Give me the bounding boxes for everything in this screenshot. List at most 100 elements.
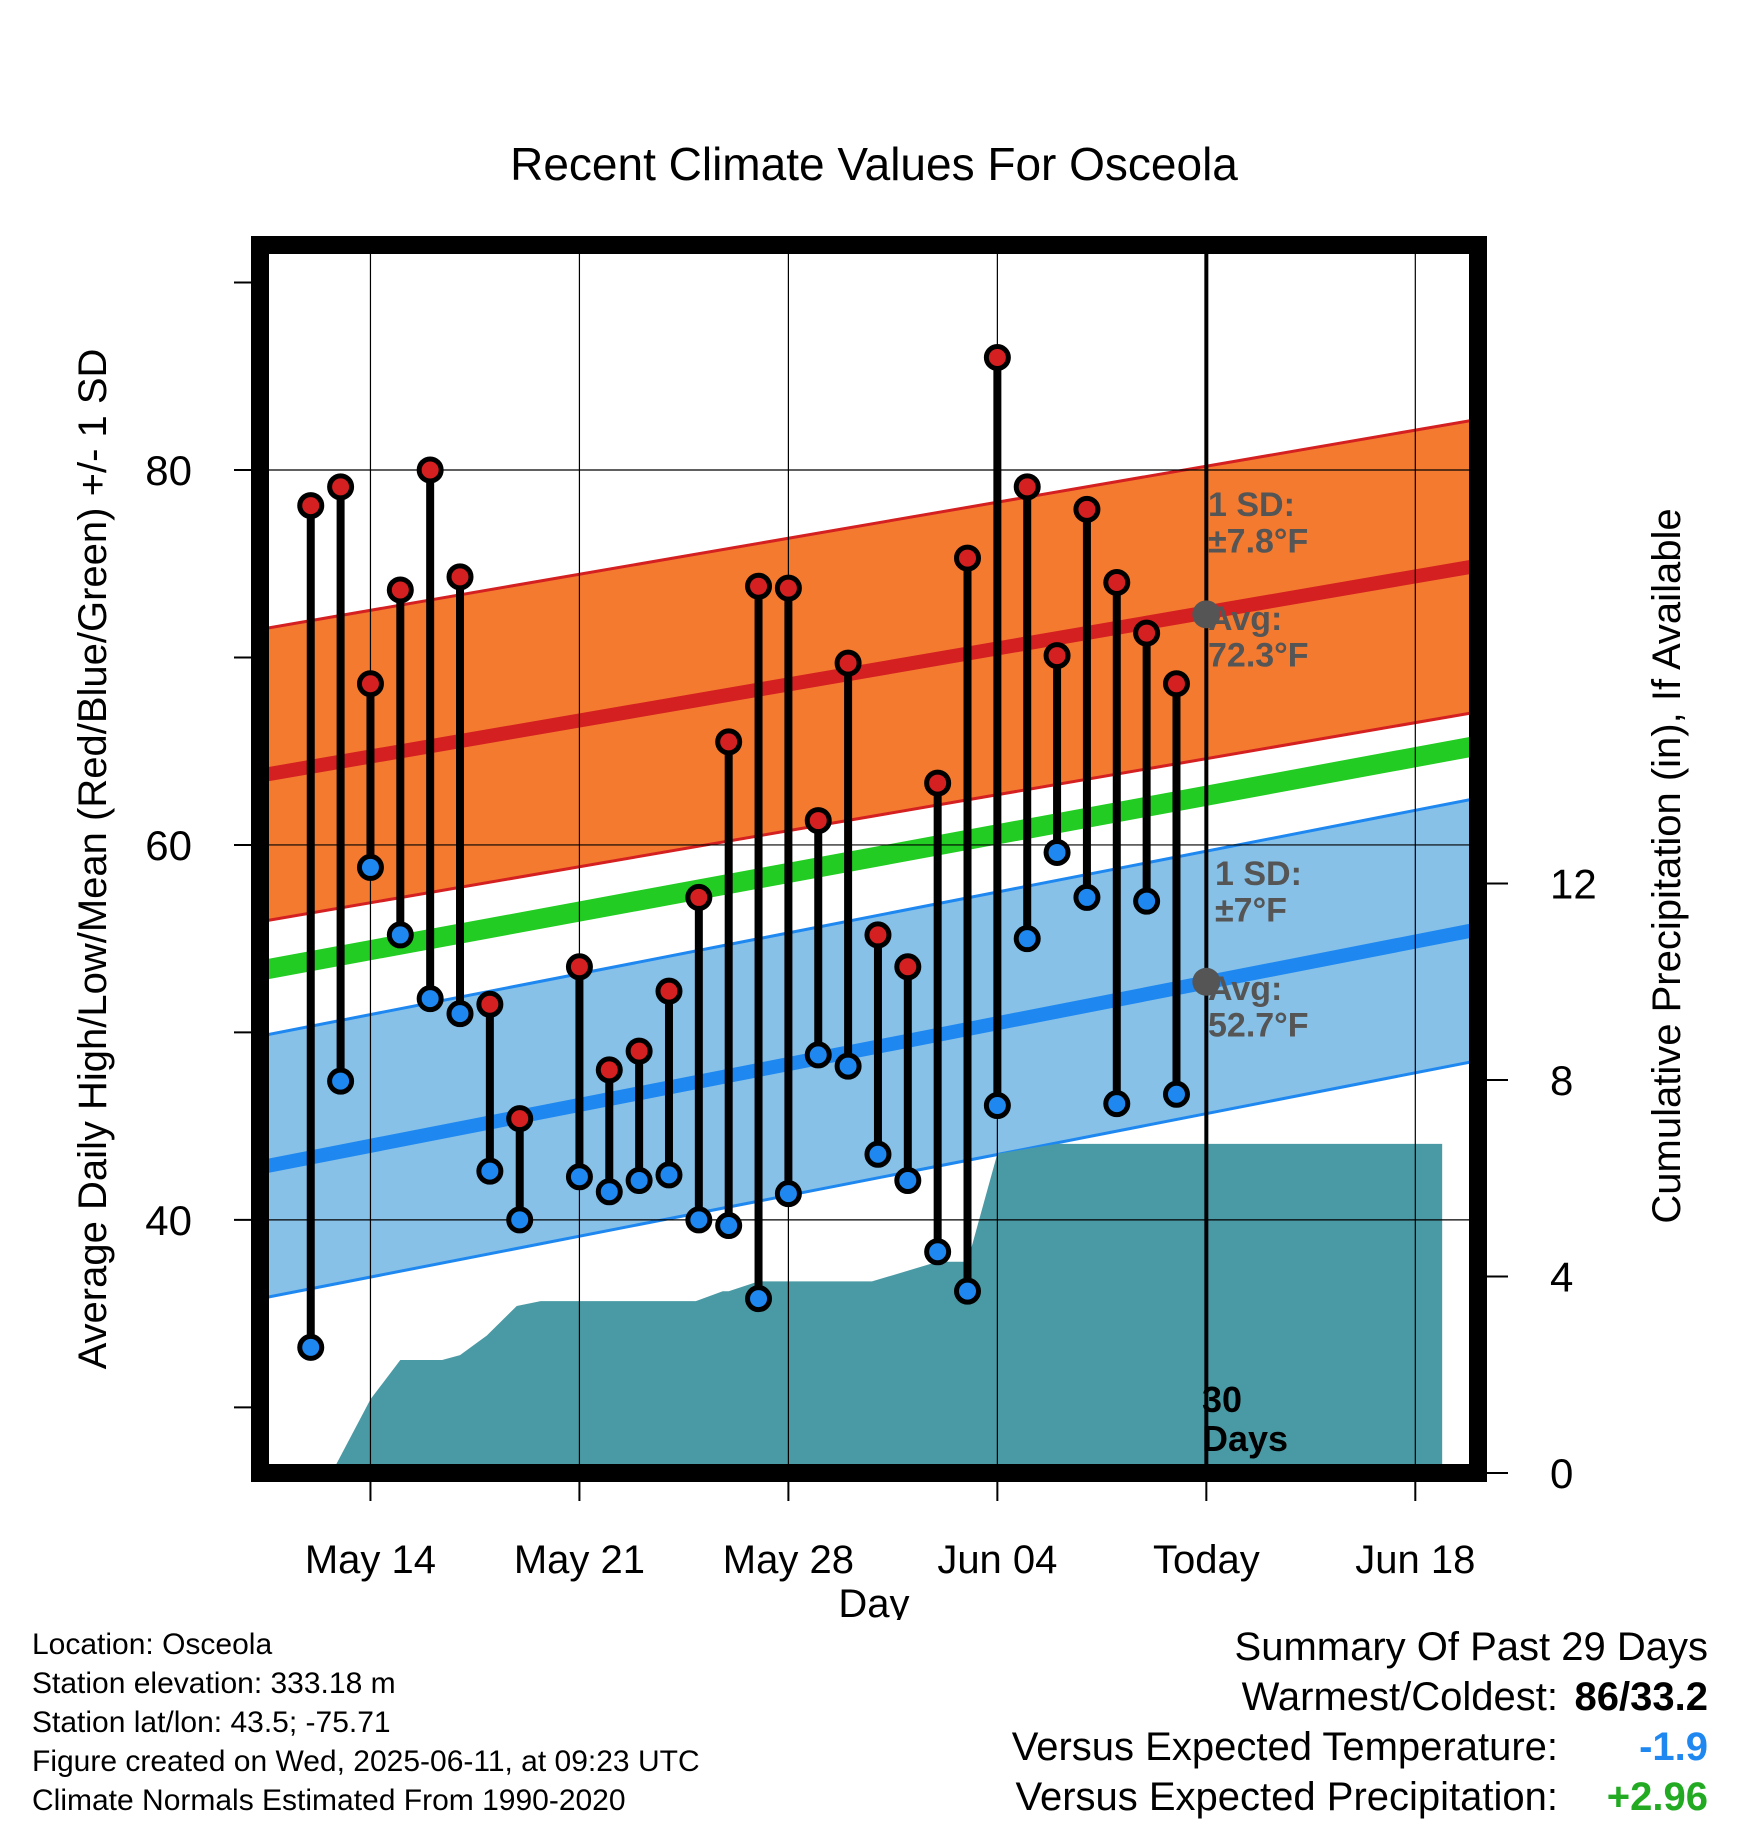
climate-chart: Recent Climate Values For Osceola 1 SD: ±… [71, 138, 1689, 1620]
precip-label: Versus Expected Precipitation: [1015, 1775, 1558, 1819]
high-avg-label: Avg: 72.3°F [1208, 600, 1309, 675]
daily-low-point [894, 1167, 922, 1195]
daily-low-point [864, 1140, 892, 1168]
daily-high-point [416, 456, 444, 484]
warm-cold-value: 86/33.2 [1574, 1675, 1708, 1719]
elevation-text: Station elevation: 333.18 m [32, 1667, 396, 1700]
x-tick-label-2: May 28 [723, 1538, 854, 1582]
daily-high-point [685, 883, 713, 911]
x-tick-label-1: May 21 [514, 1538, 645, 1582]
low-sd-label: 1 SD: ±7°F [1215, 855, 1302, 930]
daily-high-point [625, 1037, 653, 1065]
daily-low-point [834, 1052, 862, 1080]
x-tick-label-4: Today [1153, 1538, 1260, 1582]
daily-high-point [715, 728, 743, 756]
high-avg-marker [1192, 600, 1221, 629]
daily-low-point [685, 1206, 713, 1234]
daily-low-point [446, 1000, 474, 1028]
x-tick-label-3: Jun 04 [937, 1538, 1057, 1582]
daily-low-point [1043, 838, 1071, 866]
summary-panel: Summary Of Past 29 Days Warmest/Coldest:… [1012, 1625, 1708, 1825]
station-info: Location: Osceola Station elevation: 333… [32, 1625, 700, 1820]
latlon-text: Station lat/lon: 43.5; -75.71 [32, 1706, 391, 1739]
chart-title: Recent Climate Values For Osceola [510, 138, 1238, 190]
temp-row: Versus Expected Temperature: -1.9 [1012, 1725, 1708, 1775]
daily-high-point [954, 544, 982, 572]
daily-high-point [983, 343, 1011, 371]
daily-low-point [1013, 925, 1041, 953]
daily-high-point [327, 473, 355, 501]
low-avg-label: Avg: 52.7°F [1208, 970, 1309, 1045]
precip-value: +2.96 [1606, 1775, 1708, 1819]
daily-low-point [924, 1238, 952, 1266]
daily-high-point [297, 492, 325, 520]
daily-low-point [1103, 1090, 1131, 1118]
daily-low-point [356, 853, 384, 881]
x-tick-label-0: May 14 [305, 1538, 436, 1582]
daily-high-point [476, 990, 504, 1018]
daily-high-point [924, 769, 952, 797]
x-tick-label-5: Jun 18 [1355, 1538, 1475, 1582]
daily-high-point [1103, 568, 1131, 596]
daily-low-point [565, 1163, 593, 1191]
daily-low-point [983, 1092, 1011, 1120]
daily-low-point [476, 1157, 504, 1185]
daily-low-point [774, 1180, 802, 1208]
plot-area: 1 SD: ±7.8°F Avg: 72.3°F 1 SD: ±7°F Avg: 52.7°F… [71, 236, 1689, 1620]
daily-high-point [864, 921, 892, 949]
daily-high-point [446, 563, 474, 591]
daily-low-point [1162, 1080, 1190, 1108]
daily-high-point [774, 574, 802, 602]
y-tick-label-60: 60 [145, 822, 192, 869]
location-text: Location: Osceola [32, 1628, 273, 1661]
y2-tick-label-0: 0 [1550, 1450, 1573, 1497]
daily-low-point [506, 1206, 534, 1234]
warm-cold-row: Warmest/Coldest: 86/33.2 [1012, 1675, 1708, 1725]
daily-low-point [297, 1333, 325, 1361]
plot-frame [251, 236, 1487, 1482]
x-axis-label: Day [838, 1582, 909, 1620]
daily-high-point [506, 1105, 534, 1133]
daily-low-point [416, 985, 444, 1013]
y-tick-label-80: 80 [145, 447, 192, 494]
precip-row: Versus Expected Precipitation: +2.96 [1012, 1775, 1708, 1825]
y2-axis-label: Cumulative Precipitation (in), If Availa… [1645, 508, 1689, 1223]
warm-cold-label: Warmest/Coldest: [1241, 1675, 1558, 1719]
low-avg-marker [1192, 967, 1221, 996]
temp-label: Versus Expected Temperature: [1011, 1725, 1558, 1769]
daily-high-point [745, 572, 773, 600]
daily-low-point [745, 1285, 773, 1313]
today-days-label: 30 Days [1202, 1379, 1288, 1459]
daily-high-point [1162, 670, 1190, 698]
y2-tick-label-8: 8 [1550, 1057, 1573, 1104]
daily-low-point [655, 1161, 683, 1189]
daily-low-point [1073, 883, 1101, 911]
daily-low-point [386, 921, 414, 949]
daily-high-point [1133, 619, 1161, 647]
daily-low-point [327, 1067, 355, 1095]
summary-title-text: Summary Of Past 29 Days [1234, 1625, 1708, 1669]
daily-low-point [715, 1212, 743, 1240]
summary-title: Summary Of Past 29 Days [1012, 1625, 1708, 1675]
high-sd-label: 1 SD: ±7.8°F [1208, 486, 1308, 561]
daily-high-point [386, 576, 414, 604]
daily-high-point [834, 649, 862, 677]
y-axis-label: Average Daily High/Low/Mean (Red/Blue/Gr… [71, 349, 115, 1370]
daily-high-point [655, 977, 683, 1005]
daily-high-point [1043, 642, 1071, 670]
daily-low-point [595, 1178, 623, 1206]
daily-high-point [356, 670, 384, 698]
y-tick-label-40: 40 [145, 1197, 192, 1244]
daily-high-point [894, 953, 922, 981]
daily-high-point [804, 807, 832, 835]
daily-high-point [565, 953, 593, 981]
daily-low-point [1133, 887, 1161, 915]
y2-tick-label-12: 12 [1550, 861, 1597, 908]
normals-text: Climate Normals Estimated From 1990-2020 [32, 1784, 626, 1817]
y2-tick-label-4: 4 [1550, 1254, 1573, 1301]
daily-low-point [625, 1167, 653, 1195]
created-text: Figure created on Wed, 2025-06-11, at 09… [32, 1745, 700, 1778]
low-normal-lower-edge [260, 1059, 1478, 1301]
temp-value: -1.9 [1639, 1725, 1708, 1769]
daily-high-point [595, 1056, 623, 1084]
